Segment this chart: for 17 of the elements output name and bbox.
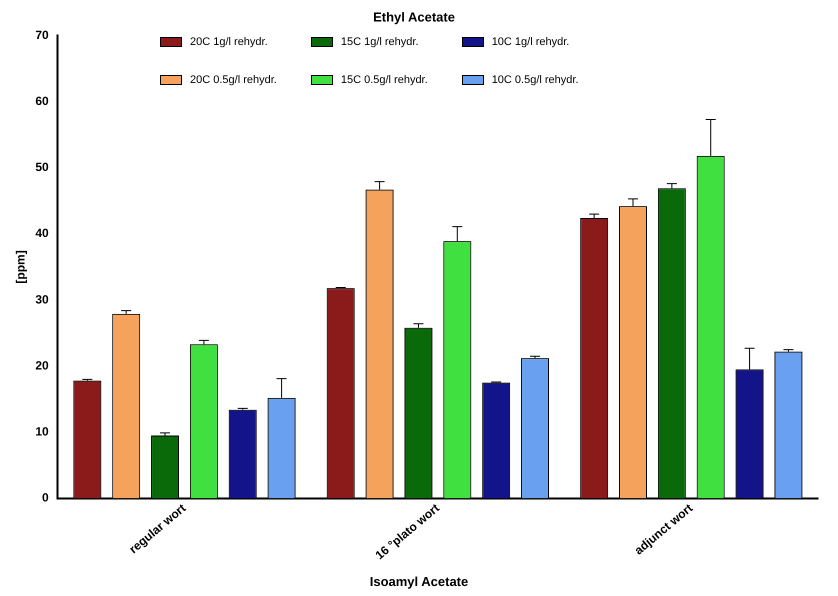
legend-label: 20C 0.5g/l rehydr. bbox=[190, 74, 277, 86]
y-tick-label: 10 bbox=[35, 424, 50, 439]
legend-label: 10C 1g/l rehydr. bbox=[492, 36, 570, 48]
y-tick-label: 70 bbox=[35, 28, 50, 42]
y-tick-label: 30 bbox=[35, 292, 50, 306]
y-tick-label: 0 bbox=[42, 490, 50, 505]
y-axis-title: [ppm] bbox=[14, 250, 28, 284]
y-tick-label: 60 bbox=[35, 94, 50, 108]
legend-label: 15C 0.5g/l rehydr. bbox=[340, 74, 428, 86]
legend-label: 10C 0.5g/l rehydr. bbox=[492, 74, 579, 86]
y-tick-label: 20 bbox=[35, 358, 50, 372]
chart-title: Ethyl Acetate bbox=[373, 9, 455, 24]
legend-label: 15C 1g/l rehydr. bbox=[340, 36, 418, 48]
y-tick-label: 40 bbox=[35, 226, 50, 240]
y-tick-label: 50 bbox=[35, 160, 50, 174]
text: Isoamyl Acetate bbox=[368, 574, 470, 589]
legend-label: 20C 1g/l rehydr. bbox=[190, 36, 268, 48]
